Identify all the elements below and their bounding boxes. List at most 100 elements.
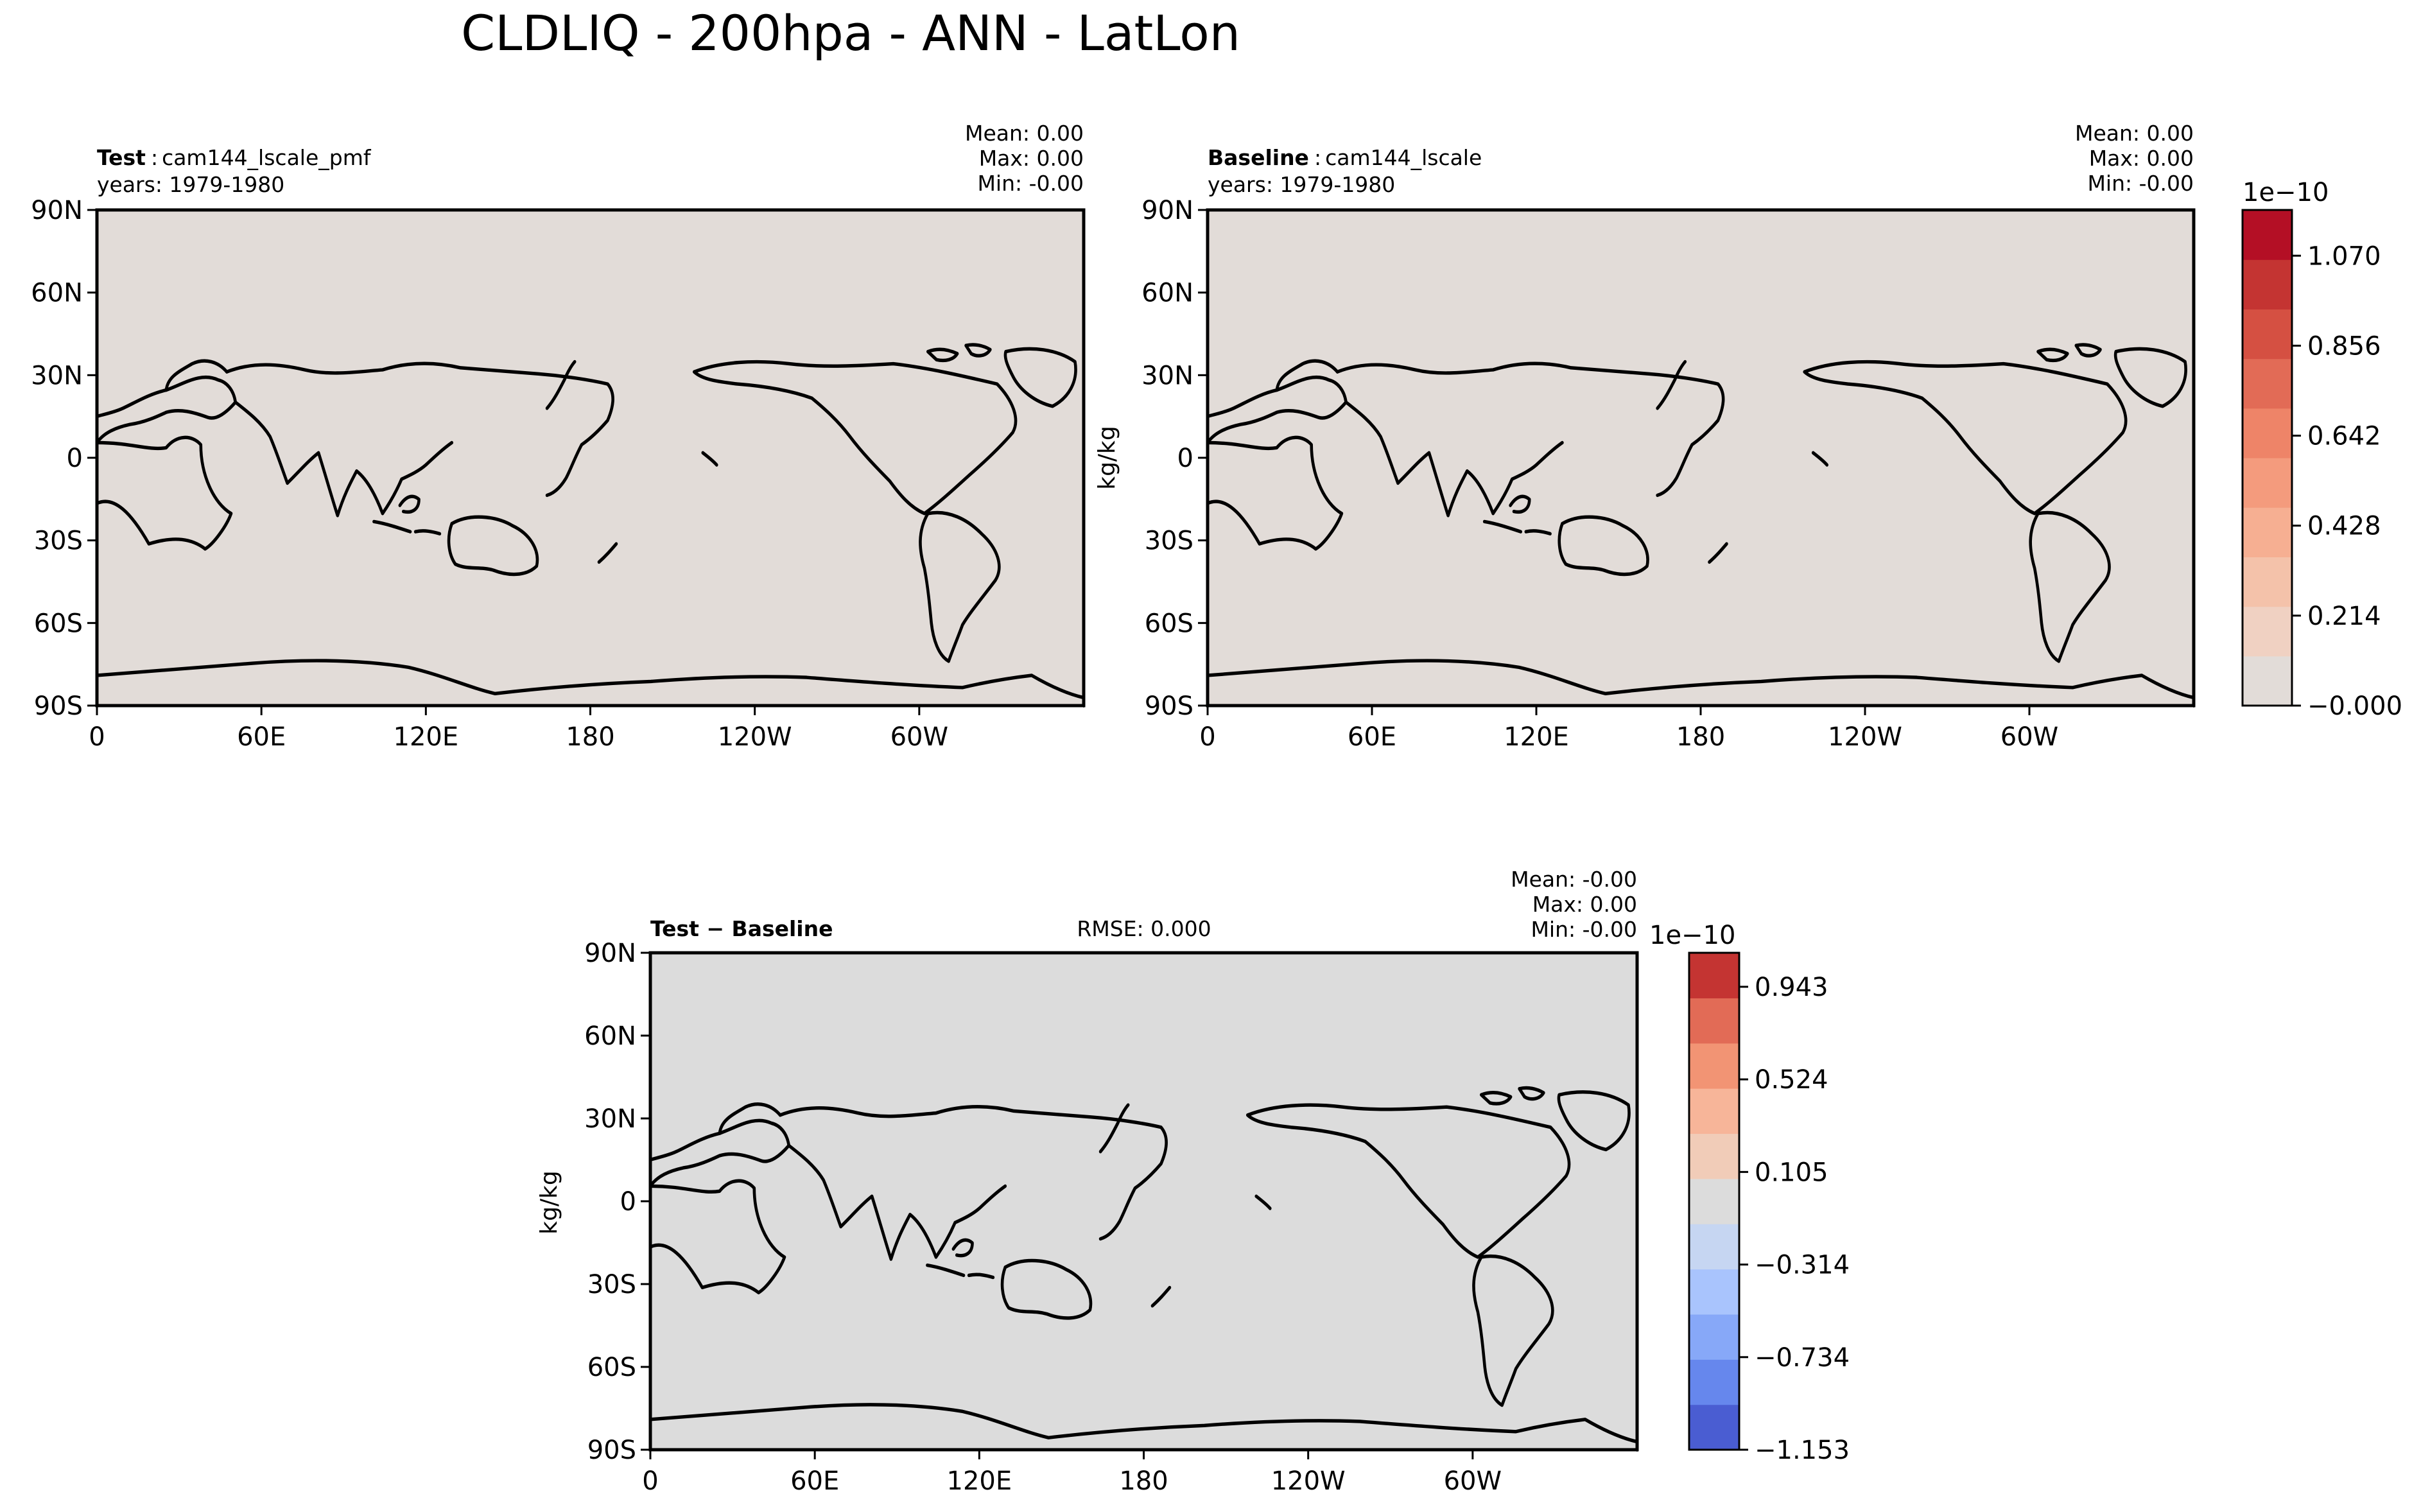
colorbar-top-swatch-3 [2243,507,2292,557]
colorbar-diff-swatch-5 [1689,1178,1739,1224]
colorbar-top-tick-label-1: 0.856 [2307,331,2381,361]
colorbar-diff-swatch-4 [1689,1224,1739,1270]
baseline-lat-tick-label-6: 90S [1145,691,1193,721]
baseline-stat-mean: Mean: 0.00 [2075,121,2194,146]
test-lon-tick-label-4: 120W [718,722,792,752]
diff-stat-max: Max: 0.00 [1532,892,1637,917]
figure-title: CLDLIQ - 200hpa - ANN - LatLon [461,4,1240,62]
diff-lat-tick-label-1: 60N [584,1021,636,1051]
colorbar-diff: 1e−10 0.943 0.524 0.105 −0.314 −0.734 −1.153 [1649,921,1850,1465]
baseline-lon-tick-label-1: 60E [1348,722,1396,752]
diff-lat-tick-label-2: 30N [584,1104,636,1134]
diff-lon-tick-label-2: 120E [947,1466,1012,1496]
diff-stat-min: Min: -0.00 [1531,917,1637,942]
diff-lat-tick-label-6: 90S [587,1436,636,1465]
colorbar-top-tick-label-3: 0.428 [2307,512,2381,541]
baseline-lat-tick-label-5: 60S [1145,609,1193,638]
test-panel: Test: cam144_lscale_pmf years: 1979-1980 … [31,121,1084,752]
colorbar-diff-tick-label-0: 0.943 [1755,973,1828,1002]
test-lon-tick-label-0: 0 [89,722,105,752]
test-lat-tick-label-1: 60N [31,279,83,308]
colorbar-top-swatch-7 [2243,309,2292,360]
diff-map-field [650,953,1637,1450]
colorbar-diff-swatch-6 [1689,1133,1739,1179]
test-lat-tick-label-2: 30N [31,361,83,390]
baseline-label-sep: : [1314,145,1321,170]
test-map-field [97,210,1084,706]
diff-stat-mean: Mean: -0.00 [1511,867,1637,892]
diff-lat-tick-label-4: 30S [587,1270,636,1299]
colorbar-top-swatch-2 [2243,557,2292,607]
baseline-lat-tick-label-4: 30S [1145,526,1193,556]
baseline-lat-tick-label-3: 0 [1177,444,1193,473]
colorbar-diff-tick-label-5: −1.153 [1755,1436,1850,1465]
test-stat-max: Max: 0.00 [979,146,1084,171]
baseline-label-bold: Baseline [1208,145,1309,170]
colorbar-diff-tick-label-3: −0.314 [1755,1251,1850,1280]
baseline-map-field [1208,210,2194,706]
baseline-lon-tick-label-4: 120W [1828,722,1902,752]
diff-rmse: RMSE: 0.000 [1077,916,1211,941]
colorbar-top-tick-label-2: 0.642 [2307,422,2381,451]
test-lon-tick-label-5: 60W [890,722,948,752]
baseline-panel: Baseline: cam144_lscale years: 1979-1980 … [1094,121,2194,752]
colorbar-top-tick-label-0: 1.070 [2307,241,2381,271]
colorbar-diff-swatch-0 [1689,1404,1739,1450]
test-stat-min: Min: -0.00 [977,171,1084,196]
colorbar-diff-swatch-2 [1689,1314,1739,1360]
baseline-label: Baseline: cam144_lscale [1208,145,1482,170]
test-lat-tick-label-6: 90S [34,691,83,721]
baseline-lon-tick-label-0: 0 [1199,722,1215,752]
colorbar-top-swatch-1 [2243,606,2292,657]
test-lon-tick-label-1: 60E [237,722,286,752]
colorbar-top-swatch-9 [2243,210,2292,260]
colorbar-top-frame [2241,209,2293,707]
colorbar-diff-tick-label-2: 0.105 [1755,1158,1828,1187]
test-label-rest: cam144_lscale_pmf [162,145,372,170]
diff-lon-tick-label-5: 60W [1444,1466,1502,1496]
test-lon-tick-label-2: 120E [394,722,459,752]
colorbar-top-tick-label-5: −0.000 [2307,691,2402,721]
baseline-lat-tick-label-1: 60N [1141,279,1193,308]
test-years: years: 1979-1980 [97,172,284,197]
colorbar-top: 1e−10 1.070 0.856 0.642 0.428 0.214 −0.000 [2241,178,2402,721]
baseline-label-rest: cam144_lscale [1325,145,1482,170]
diff-lon-tick-label-1: 60E [790,1466,839,1496]
baseline-stat-min: Min: -0.00 [2087,171,2194,196]
colorbar-diff-swatch-8 [1689,1043,1739,1089]
colorbar-top-swatch-0 [2243,656,2292,706]
colorbar-top-swatch-8 [2243,259,2292,309]
baseline-lon-tick-label-5: 60W [2000,722,2058,752]
diff-label: Test − Baseline [650,916,833,941]
test-label-sep: : [151,145,158,170]
diff-lon-tick-label-4: 120W [1271,1466,1346,1496]
colorbar-diff-swatch-9 [1689,998,1739,1044]
colorbar-diff-tick-label-4: −0.734 [1755,1343,1850,1373]
diff-panel: Test − Baseline RMSE: 0.000 Mean: -0.00 … [536,867,1637,1496]
baseline-ylabel: kg/kg [1094,426,1120,490]
test-label: Test: cam144_lscale_pmf [97,145,372,170]
diff-ylabel: kg/kg [536,1170,562,1235]
colorbar-diff-swatch-3 [1689,1269,1739,1315]
baseline-stat-max: Max: 0.00 [2089,146,2194,171]
baseline-lat-tick-label-0: 90N [1141,196,1193,225]
baseline-years: years: 1979-1980 [1208,172,1395,197]
diff-lat-tick-label-5: 60S [587,1353,636,1382]
colorbar-top-tick-label-4: 0.214 [2307,602,2381,631]
colorbar-top-swatch-5 [2243,408,2292,458]
baseline-lat-tick-label-2: 30N [1141,361,1193,390]
diff-lon-tick-label-3: 180 [1119,1466,1168,1496]
test-lat-tick-label-5: 60S [34,609,83,638]
test-lat-tick-label-3: 0 [67,444,83,473]
colorbar-diff-swatch-1 [1689,1359,1739,1405]
colorbar-diff-swatch-10 [1689,953,1739,998]
colorbar-diff-frame [1688,952,1740,1451]
diff-lat-tick-label-3: 0 [620,1187,636,1217]
diff-lat-tick-label-0: 90N [584,939,636,968]
colorbar-diff-swatch-7 [1689,1088,1739,1134]
colorbar-top-exponent: 1e−10 [2243,178,2329,207]
test-lat-tick-label-4: 30S [34,526,83,556]
test-label-bold: Test [97,145,146,170]
test-lon-tick-label-3: 180 [566,722,614,752]
